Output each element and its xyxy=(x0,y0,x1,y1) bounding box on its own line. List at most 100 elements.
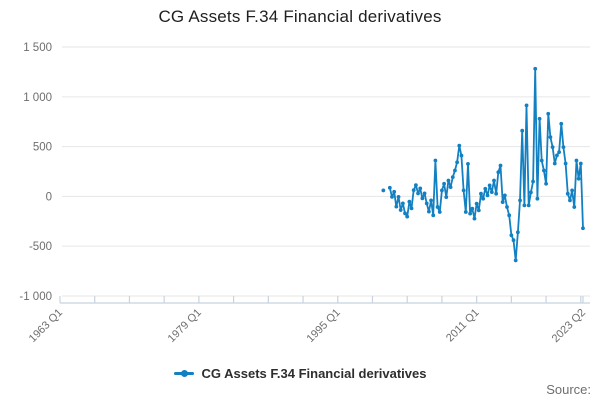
series-point-marker xyxy=(487,183,492,188)
x-axis-tick-label: 1963 Q1 xyxy=(27,307,65,345)
series-point-marker xyxy=(494,191,499,196)
series-point-marker xyxy=(459,153,464,158)
series-point-marker xyxy=(509,233,514,238)
series-point-marker xyxy=(476,208,481,213)
series-point-marker xyxy=(463,210,468,214)
series-point-marker xyxy=(565,191,570,196)
series-point-marker xyxy=(544,181,548,186)
series-point-marker xyxy=(448,185,453,190)
series-point-marker xyxy=(570,188,575,193)
series-point-marker xyxy=(435,205,440,209)
series-point-marker xyxy=(422,191,427,196)
legend-dot-icon xyxy=(180,369,188,377)
series-point-marker xyxy=(407,199,412,204)
series-point-marker xyxy=(390,194,394,199)
y-axis-tick-label: 1 500 xyxy=(23,42,52,54)
series-point-marker xyxy=(498,163,503,168)
y-axis-tick-label: 1 000 xyxy=(23,92,52,104)
series-point-marker xyxy=(418,186,423,191)
series-point-marker xyxy=(578,161,583,166)
series-point-marker xyxy=(581,226,585,231)
series-point-marker xyxy=(522,203,527,208)
series-point-marker xyxy=(483,186,488,191)
series-point-marker xyxy=(572,205,577,209)
series-point-marker xyxy=(461,188,466,193)
series-point-marker xyxy=(450,175,455,180)
series-point-marker xyxy=(392,189,397,194)
series-point-marker xyxy=(442,181,446,186)
series-point-marker xyxy=(411,188,416,193)
series-point-marker xyxy=(561,145,566,150)
series-point-marker xyxy=(520,128,525,133)
series-point-marker xyxy=(398,208,403,212)
x-axis-tick-label: 2023 Q2 xyxy=(550,307,588,345)
legend: CG Assets F.34 Financial derivatives xyxy=(0,363,600,383)
x-axis-tick-label: 1979 Q1 xyxy=(166,307,204,345)
series-point-marker xyxy=(531,179,535,184)
series-point-marker xyxy=(533,66,538,71)
x-axis-tick-label: 1995 Q1 xyxy=(305,307,343,345)
series-point-marker xyxy=(505,205,509,209)
series-point-marker xyxy=(526,203,531,208)
series-point-marker xyxy=(537,116,542,121)
series-point-marker xyxy=(416,191,420,196)
series-point-marker xyxy=(409,206,414,211)
series-point-marker xyxy=(500,200,505,204)
series-point-marker xyxy=(559,121,564,126)
series-point-marker xyxy=(548,135,553,140)
series-point-marker xyxy=(472,216,477,221)
y-axis-tick-label: 500 xyxy=(33,142,52,154)
series-point-marker xyxy=(557,150,561,154)
series-point-marker xyxy=(552,161,557,166)
series-point-marker xyxy=(515,230,520,235)
series-point-marker xyxy=(387,185,392,190)
series-point-marker xyxy=(427,209,431,214)
series-point-marker xyxy=(446,178,451,183)
series-point-marker xyxy=(468,211,473,216)
series-point-marker xyxy=(457,143,462,148)
chart-title: CG Assets F.34 Financial derivatives xyxy=(158,7,442,26)
series-point-marker xyxy=(489,190,494,195)
y-axis-tick-label: -500 xyxy=(29,241,52,253)
series-point-marker xyxy=(550,145,555,150)
source-label: Source: xyxy=(546,382,591,397)
series-point-marker xyxy=(485,193,490,198)
series-point-marker xyxy=(394,204,399,209)
series-point-marker xyxy=(429,198,433,203)
series-point-marker xyxy=(440,188,444,193)
series-point-marker xyxy=(539,158,544,163)
series-point-marker xyxy=(507,213,512,218)
series-point-marker xyxy=(466,161,470,166)
series-point-marker xyxy=(492,178,496,183)
series-point-marker xyxy=(403,211,407,216)
series-point-marker xyxy=(431,213,436,218)
legend-item-label[interactable]: CG Assets F.34 Financial derivatives xyxy=(201,365,427,381)
y-axis-tick-label: 0 xyxy=(46,191,52,203)
series-point-marker xyxy=(405,214,410,219)
series-point-marker xyxy=(524,103,529,108)
series-point-marker xyxy=(424,201,429,206)
series-point-marker xyxy=(502,193,507,198)
plot-area: -1 000 -500 0 500 1 000 1 500 1963 Q1 1979 Q1 19… xyxy=(19,42,590,345)
series-point-marker xyxy=(474,201,479,206)
series-point-marker xyxy=(535,196,540,201)
series-point-marker xyxy=(511,238,516,243)
series-point-marker xyxy=(420,196,425,201)
series-point-marker xyxy=(437,210,442,214)
series-point-marker xyxy=(542,168,546,173)
series-point-marker xyxy=(513,258,518,263)
series-point-marker xyxy=(444,195,449,199)
legend-line-marker-icon[interactable] xyxy=(173,369,194,377)
y-axis-tick-label: -1 000 xyxy=(19,291,52,303)
series-point-marker xyxy=(381,188,386,193)
x-axis-tick-label: 2011 Q1 xyxy=(444,307,482,345)
series-point-marker xyxy=(481,196,486,201)
series-point-marker xyxy=(433,158,438,163)
series-point-marker xyxy=(455,160,460,165)
series-point-marker xyxy=(518,198,522,203)
series-point-marker xyxy=(563,161,568,166)
series-point-marker xyxy=(576,176,581,181)
series-point-marker xyxy=(413,183,418,188)
series-point-marker xyxy=(496,170,501,175)
